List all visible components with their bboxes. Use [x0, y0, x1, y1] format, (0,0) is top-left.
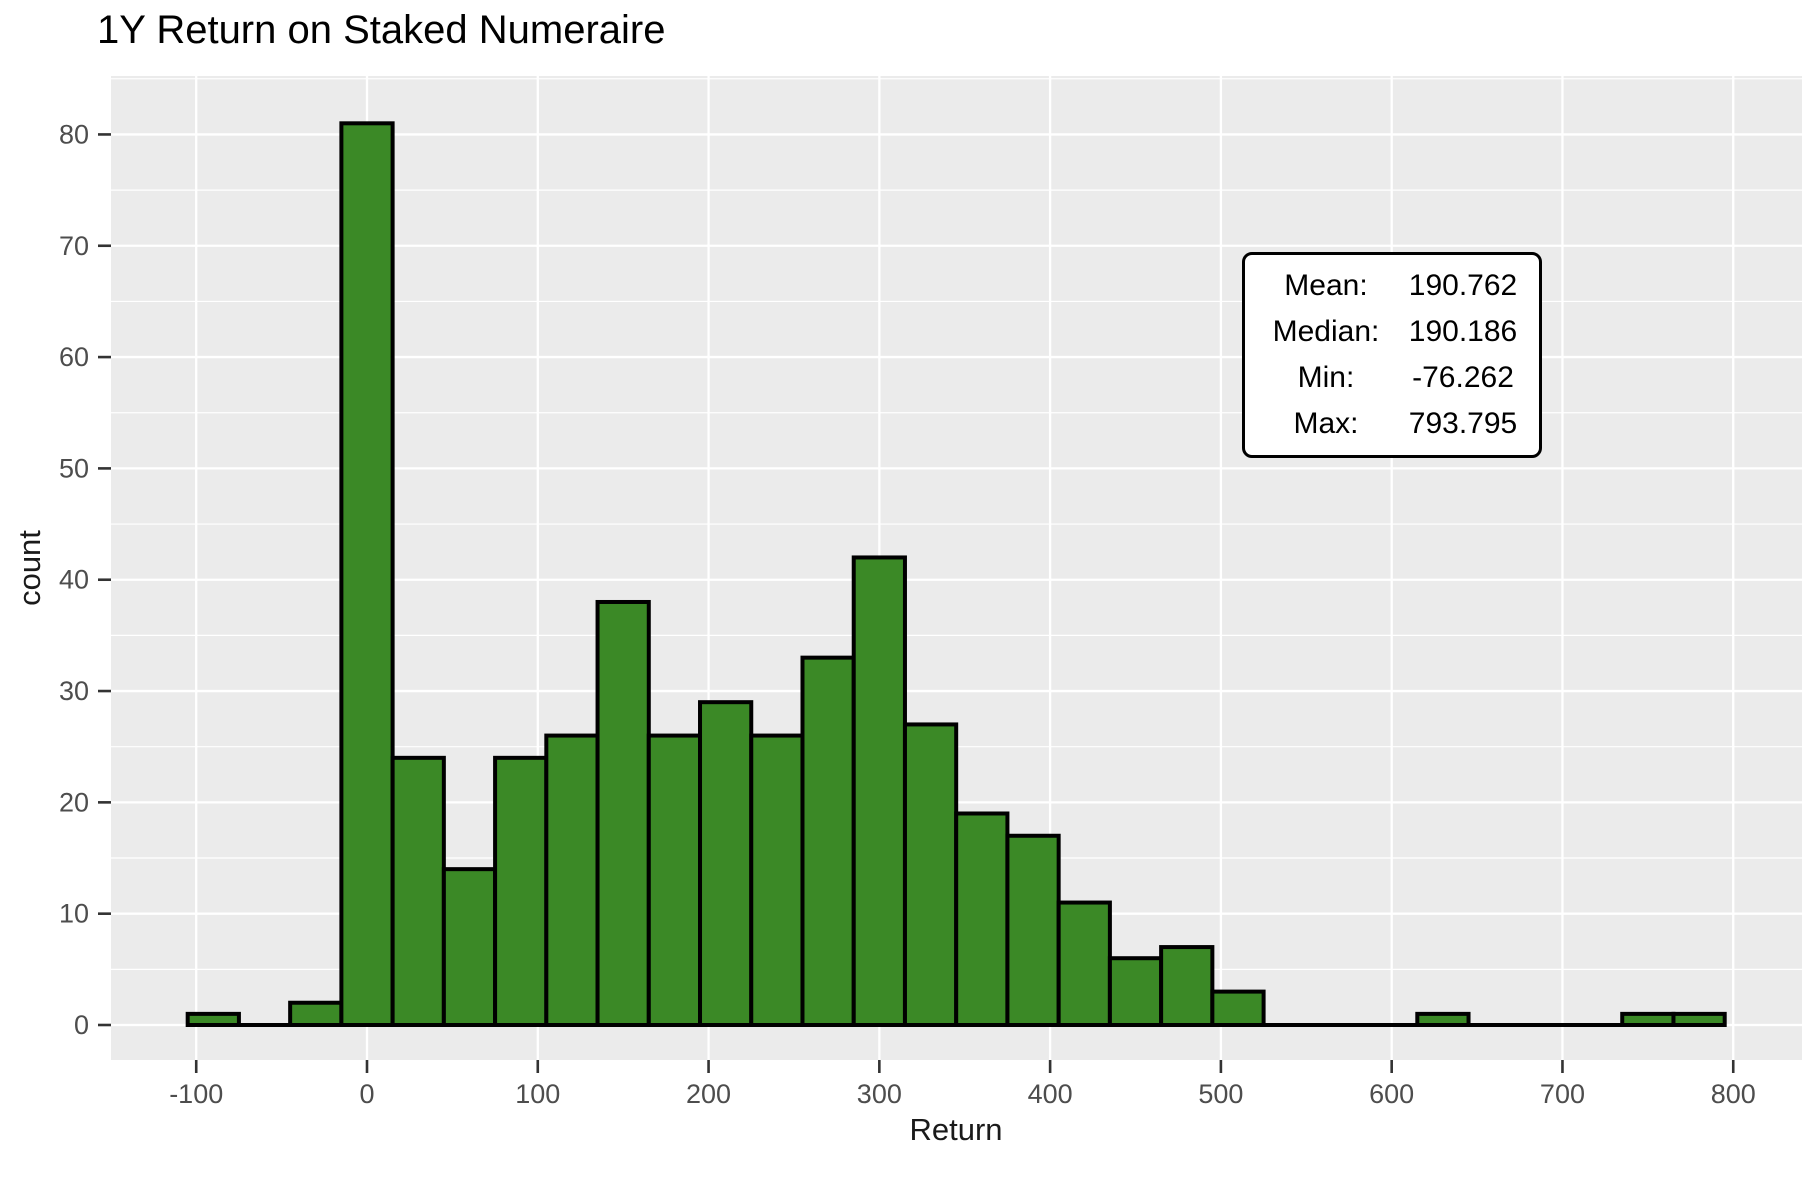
- x-tick-label: 200: [686, 1079, 731, 1109]
- stats-mean-label: Mean:: [1284, 269, 1368, 302]
- y-tick-label: 10: [59, 899, 89, 929]
- histogram-bar: [441, 867, 498, 1027]
- y-tick-label: 80: [59, 119, 89, 149]
- x-tick-label: 800: [1711, 1079, 1756, 1109]
- histogram-bar: [1005, 833, 1061, 1027]
- y-tick-label: 0: [74, 1010, 89, 1040]
- histogram-bar: [493, 755, 549, 1027]
- histogram-bar: [698, 700, 754, 1027]
- histogram-bar: [1159, 945, 1215, 1027]
- y-tick-label: 40: [59, 565, 89, 595]
- stats-mean-value: 190.762: [1408, 269, 1518, 302]
- x-tick-label: 300: [857, 1079, 902, 1109]
- histogram-bar: [595, 599, 651, 1027]
- stats-max-value: 793.795: [1408, 407, 1518, 440]
- histogram-bar: [902, 722, 959, 1027]
- stats-row-max: Max: 793.795: [1245, 401, 1539, 447]
- histogram-bar: [800, 655, 856, 1027]
- y-tick-label: 20: [59, 787, 89, 817]
- x-tick-label: 400: [1028, 1079, 1073, 1109]
- x-axis-title: Return: [909, 1112, 1003, 1147]
- y-axis-title: count: [12, 530, 47, 606]
- stats-row-median: Median: 190.186: [1245, 309, 1539, 355]
- chart-title: 1Y Return on Staked Numeraire: [97, 8, 666, 52]
- histogram-bar: [1056, 900, 1112, 1027]
- histogram-bar: [288, 1000, 344, 1028]
- y-tick-label: 60: [59, 342, 89, 372]
- y-tick-label: 50: [59, 453, 89, 483]
- stats-min-value: -76.262: [1412, 361, 1514, 394]
- stats-max-label: Max:: [1293, 407, 1359, 440]
- stats-median-value: 190.186: [1408, 315, 1518, 348]
- x-tick-label: 500: [1198, 1079, 1243, 1109]
- histogram-bar: [339, 121, 395, 1028]
- histogram-bar: [1210, 989, 1266, 1028]
- stats-min-label: Min:: [1297, 361, 1355, 394]
- histogram-bar: [646, 733, 703, 1027]
- stats-median-label: Median:: [1272, 315, 1380, 348]
- y-tick-label: 70: [59, 231, 89, 261]
- summary-stats-box: Mean: 190.762 Median: 190.186 Min: -76.2…: [1242, 252, 1542, 458]
- x-tick-label: 0: [359, 1079, 374, 1109]
- x-tick-label: 700: [1540, 1079, 1585, 1109]
- histogram-bar: [851, 555, 907, 1027]
- histogram-bar: [544, 733, 600, 1027]
- histogram-bar: [954, 811, 1010, 1027]
- stats-row-min: Min: -76.262: [1245, 355, 1539, 401]
- y-tick-label: 30: [59, 676, 89, 706]
- histogram-bar: [390, 755, 446, 1027]
- histogram-bar: [749, 733, 805, 1027]
- histogram-bar: [1107, 956, 1164, 1028]
- x-tick-label: 100: [515, 1079, 560, 1109]
- x-tick-label: -100: [169, 1079, 223, 1109]
- x-tick-label: 600: [1369, 1079, 1414, 1109]
- stats-row-mean: Mean: 190.762: [1245, 263, 1539, 309]
